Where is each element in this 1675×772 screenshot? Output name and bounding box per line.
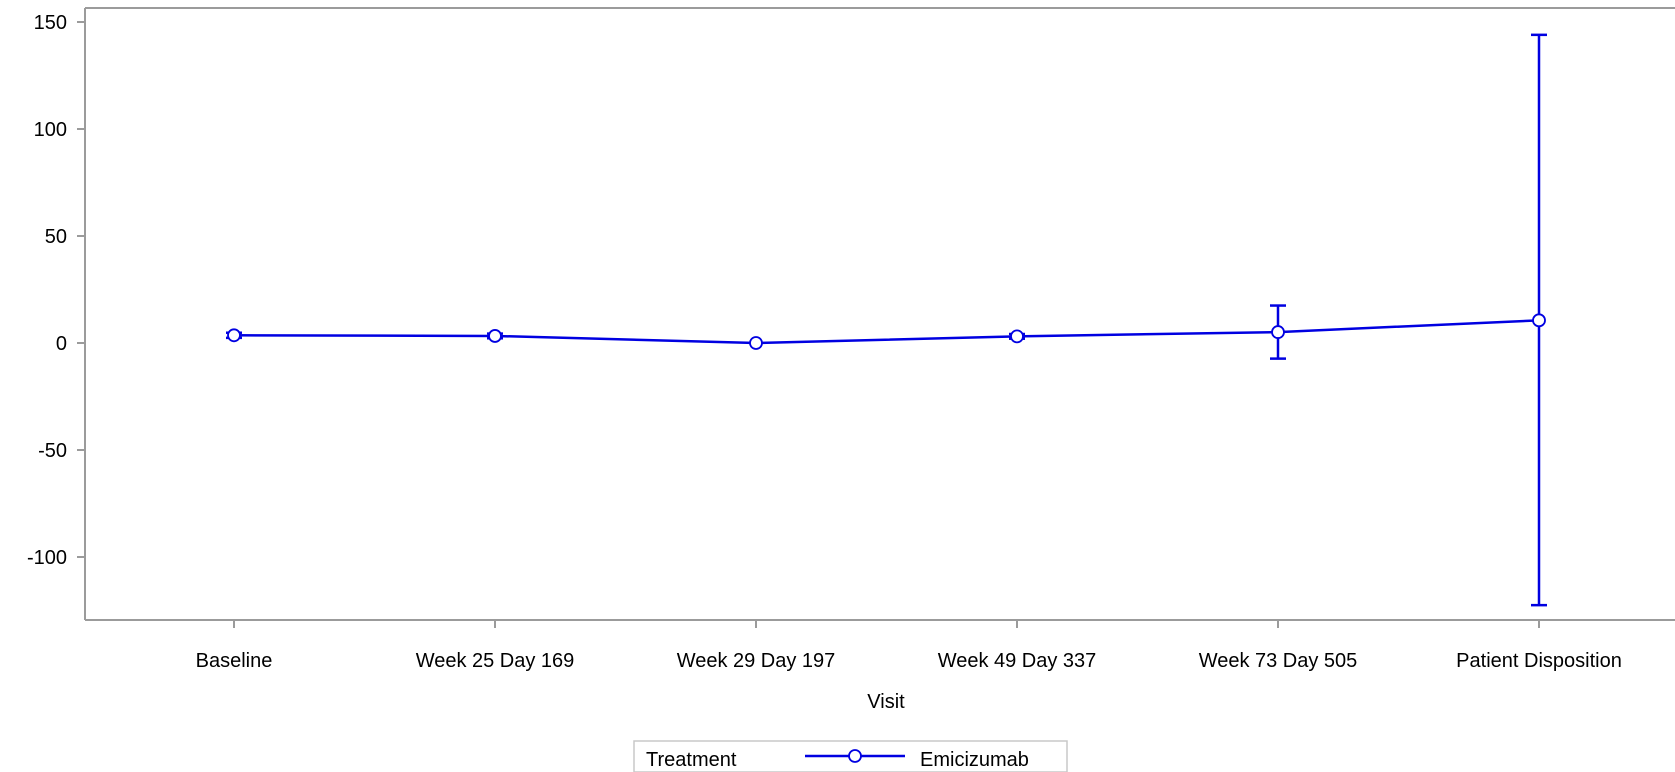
series-lines [233, 319, 1540, 345]
x-tick-label: Patient Disposition [1456, 650, 1622, 672]
legend-title: Treatment [646, 749, 737, 771]
x-tick-label: Week 29 Day 197 [677, 650, 836, 672]
legend-series-name: Emicizumab [920, 749, 1029, 771]
data-point [1532, 313, 1546, 328]
y-tick-label: 50 [45, 226, 67, 248]
error-bars [226, 33, 1547, 607]
x-tick-label: Baseline [196, 650, 273, 672]
series-line-emicizumab [233, 319, 1540, 345]
y-tick-label: 100 [34, 119, 67, 141]
x-tick-label: Week 25 Day 169 [416, 650, 575, 672]
data-point [227, 328, 241, 343]
data-point [749, 336, 763, 350]
y-tick-label: -100 [27, 547, 67, 569]
data-points [227, 313, 1546, 350]
legend: Treatment Emicizumab [633, 740, 1068, 772]
x-ticks: Baseline Week 25 Day 169 Week 29 Day 197 We… [196, 620, 1622, 672]
data-point [1010, 329, 1024, 344]
y-tick-label: 150 [34, 12, 67, 34]
data-point [488, 329, 502, 343]
legend-series-marker [848, 749, 862, 763]
x-tick-label: Week 73 Day 505 [1199, 650, 1358, 672]
y-ticks: 150 100 50 0 -50 -100 [27, 12, 85, 569]
data-point [1271, 325, 1285, 339]
x-axis-title: Visit [867, 691, 905, 713]
y-tick-label: -50 [38, 440, 67, 462]
y-tick-label: 0 [56, 333, 67, 355]
x-tick-label: Week 49 Day 337 [938, 650, 1097, 672]
